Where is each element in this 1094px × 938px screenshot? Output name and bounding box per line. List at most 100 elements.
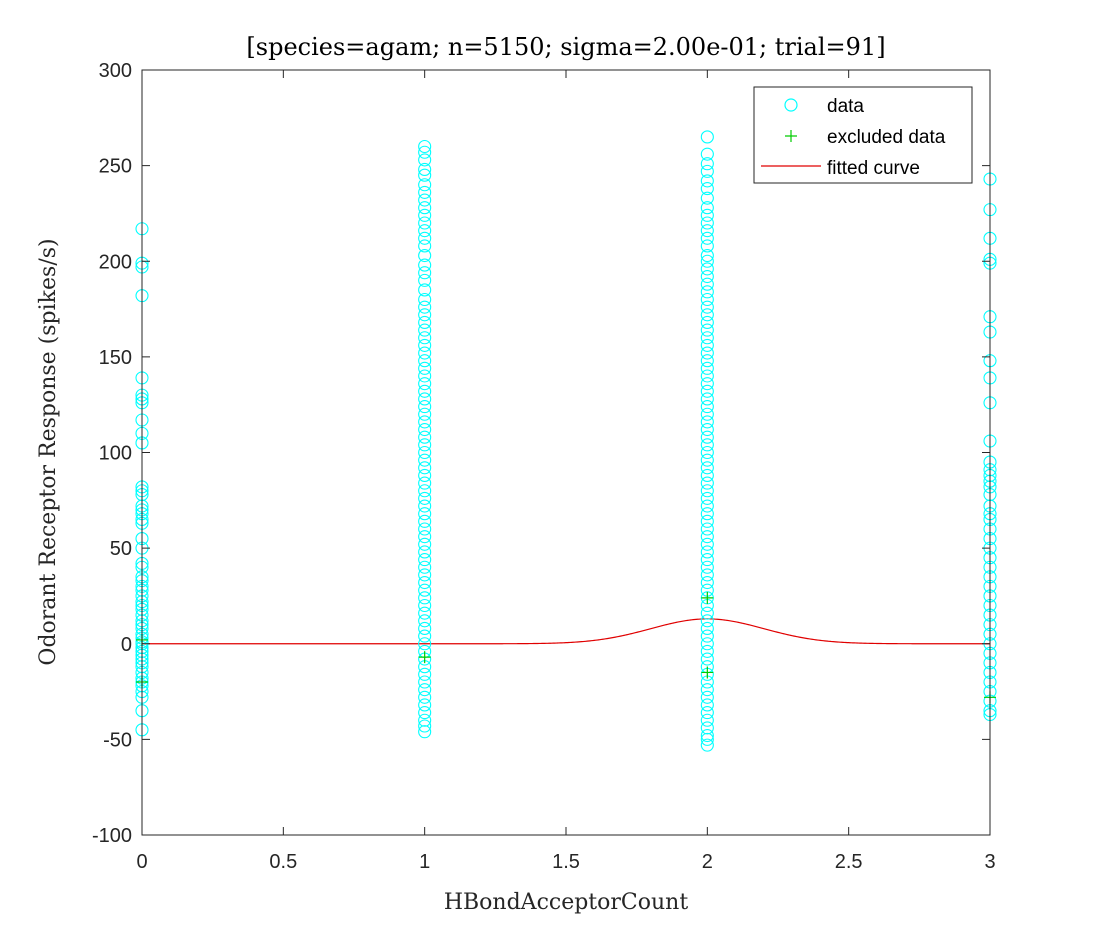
- data-point: [418, 224, 432, 238]
- data-point: [418, 185, 432, 199]
- y-axis-ticks: -100 -50 0 50 100 150 200 250 300: [92, 60, 990, 847]
- data-point: [700, 476, 714, 490]
- data-point: [418, 690, 432, 704]
- x-axis-ticks: 0 0.5 1 1.5 2 2.5 3: [136, 70, 996, 873]
- y-tick-label: -100: [92, 825, 132, 847]
- data-point: [418, 606, 432, 620]
- data-point: [418, 614, 432, 628]
- legend-excluded-marker: [785, 130, 797, 142]
- data-point: [700, 231, 714, 245]
- data-point: [418, 239, 432, 253]
- data-point: [418, 560, 432, 574]
- x-tick-label: 2: [702, 851, 713, 873]
- data-point: [700, 248, 714, 263]
- excluded-point: [701, 666, 714, 679]
- data-point: [418, 346, 432, 360]
- y-tick-label: -50: [103, 729, 132, 751]
- data-point: [418, 292, 432, 307]
- data-point: [700, 384, 714, 398]
- data-point: [418, 522, 432, 536]
- data-point: [700, 713, 714, 727]
- data-point: [418, 308, 432, 322]
- x-axis-label: HBondAcceptorCount: [444, 890, 689, 915]
- data-point: [418, 384, 432, 398]
- data-point: [418, 266, 432, 280]
- data-point: [700, 157, 714, 171]
- data-point: [418, 667, 432, 681]
- data-point: [418, 323, 432, 337]
- data-point: [700, 392, 714, 406]
- data-point: [418, 248, 432, 263]
- data-point: [700, 499, 714, 513]
- data-point: [418, 354, 432, 368]
- data-point: [700, 164, 714, 178]
- data-point: [700, 690, 714, 704]
- data-point: [418, 331, 432, 345]
- data-point: [700, 445, 714, 460]
- legend-item-fit: fitted curve: [761, 158, 920, 179]
- data-point: [418, 507, 432, 521]
- data-point: [700, 346, 714, 360]
- data-point: [418, 231, 432, 245]
- data-point: [700, 530, 714, 544]
- data-point: [700, 224, 714, 238]
- data-point: [418, 201, 432, 215]
- data-point: [418, 445, 432, 460]
- plot-area: [142, 70, 990, 835]
- data-point: [700, 208, 714, 222]
- data-points-layer: [135, 130, 997, 752]
- data-point: [418, 719, 432, 733]
- data-point: [418, 392, 432, 406]
- data-point: [700, 285, 714, 299]
- data-point: [700, 430, 714, 444]
- data-point: [418, 258, 432, 272]
- x-tick-label: 1.5: [552, 851, 580, 873]
- data-point: [418, 300, 432, 314]
- data-point: [700, 644, 714, 658]
- y-tick-label: 100: [99, 443, 132, 465]
- y-tick-label: 50: [110, 538, 132, 560]
- data-point: [418, 361, 432, 375]
- data-point: [418, 216, 432, 230]
- data-point: [700, 147, 714, 161]
- data-point: [700, 400, 714, 414]
- data-point: [418, 273, 432, 287]
- data-point: [700, 315, 714, 330]
- data-point: [700, 239, 714, 253]
- x-tick-label: 1: [419, 851, 430, 873]
- data-point: [700, 575, 714, 590]
- data-point: [700, 174, 714, 188]
- data-point: [418, 514, 432, 528]
- chart-title: [species=agam; n=5150; sigma=2.00e-01; t…: [246, 33, 885, 61]
- data-point: [700, 308, 714, 322]
- data-point: [700, 629, 714, 643]
- excluded-point: [701, 591, 714, 604]
- data-point: [700, 683, 714, 697]
- data-point: [418, 484, 432, 498]
- legend-fit-label: fitted curve: [827, 158, 920, 179]
- data-point: [418, 468, 432, 483]
- y-tick-label: 200: [99, 251, 132, 273]
- legend-data-label: data: [827, 96, 864, 117]
- data-point: [700, 292, 714, 307]
- data-point: [418, 706, 432, 720]
- excluded-point: [418, 651, 431, 664]
- data-point: [418, 725, 432, 739]
- data-point: [418, 491, 432, 505]
- y-tick-label: 300: [99, 60, 132, 82]
- data-point: [700, 706, 714, 720]
- data-point: [700, 453, 714, 467]
- data-point: [418, 675, 432, 689]
- data-point: [418, 377, 432, 391]
- data-point: [700, 514, 714, 528]
- data-point: [700, 560, 714, 574]
- data-point: [418, 283, 432, 297]
- data-point: [700, 277, 714, 291]
- x-tick-label: 0: [136, 851, 147, 873]
- data-point: [418, 145, 432, 159]
- legend-item-excluded: excluded data: [785, 127, 946, 148]
- data-point: [700, 254, 714, 268]
- data-point: [700, 652, 714, 666]
- data-point: [700, 269, 714, 284]
- data-point: [418, 168, 432, 182]
